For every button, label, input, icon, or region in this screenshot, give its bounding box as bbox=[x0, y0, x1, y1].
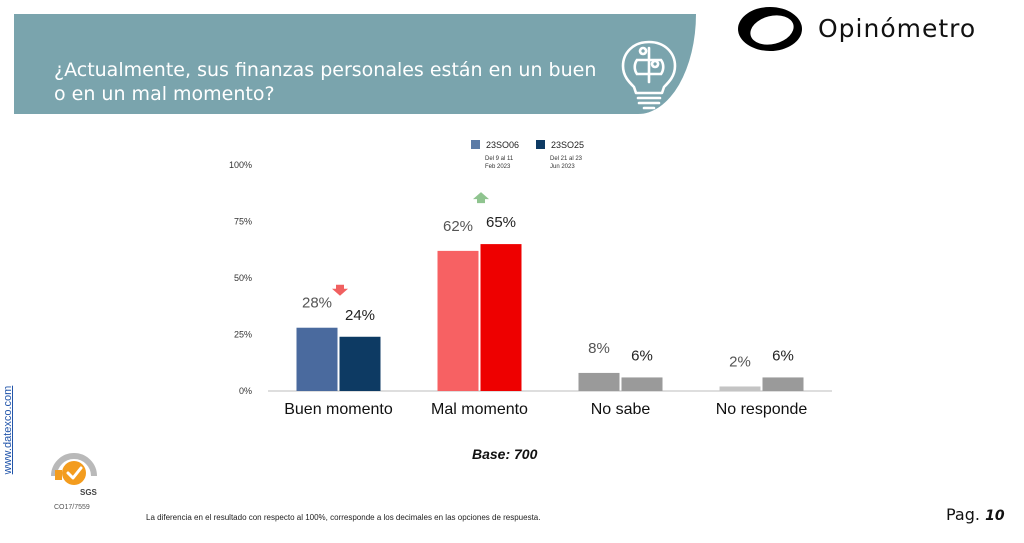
page-prefix: Pag. bbox=[946, 505, 980, 524]
legend-subtitle-23so25: Jun 2023 bbox=[550, 164, 575, 170]
bar-no-responde-23so25 bbox=[762, 377, 804, 391]
lightbulb-puzzle-icon bbox=[621, 40, 677, 110]
legend-subtitle-23so25: Del 21 al 23 bbox=[550, 156, 583, 162]
bar-no-sabe-23so06 bbox=[578, 372, 620, 391]
certification-code: CO17/7559 bbox=[54, 504, 90, 511]
bar-no-responde-23so06 bbox=[719, 386, 761, 391]
data-label-23so25: 24% bbox=[345, 307, 375, 324]
up-arrow-icon bbox=[473, 192, 489, 204]
brand-logo: Opinómetro bbox=[736, 4, 1006, 52]
page-number-value: 10 bbox=[985, 508, 1005, 524]
bar-mal-momento-23so25 bbox=[480, 244, 522, 391]
y-tick-label: 50% bbox=[234, 273, 252, 283]
footnote: La diferencia en el resultado con respec… bbox=[146, 513, 541, 522]
data-label-23so06: 28% bbox=[302, 295, 332, 312]
bar-mal-momento-23so06 bbox=[437, 250, 479, 391]
x-tick-label: No sabe bbox=[591, 401, 651, 418]
data-label-23so06: 62% bbox=[443, 218, 473, 235]
legend-label-23so25: 23SO25 bbox=[551, 140, 584, 150]
legend-swatch-23so25 bbox=[536, 140, 545, 149]
y-tick-label: 75% bbox=[234, 217, 252, 227]
legend-label-23so06: 23SO06 bbox=[486, 140, 519, 150]
sgs-certification-seal: SGS bbox=[51, 453, 98, 497]
base-label: Base: 700 bbox=[472, 446, 538, 462]
data-label-23so25: 6% bbox=[631, 347, 653, 364]
page-number: Pag. 10 bbox=[946, 505, 1005, 524]
data-label-23so25: 65% bbox=[486, 214, 516, 231]
header-banner: ¿Actualmente, sus finanzas personales es… bbox=[14, 14, 696, 114]
down-arrow-icon bbox=[332, 284, 348, 296]
legend-subtitle-23so06: Del 9 al 11 bbox=[485, 156, 514, 162]
x-tick-label: Buen momento bbox=[284, 401, 393, 418]
bar-buen-momento-23so25 bbox=[339, 336, 381, 391]
sgs-text: SGS bbox=[80, 488, 98, 497]
y-tick-label: 0% bbox=[239, 386, 252, 396]
y-tick-label: 100% bbox=[229, 160, 252, 170]
y-tick-label: 25% bbox=[234, 330, 252, 340]
legend-swatch-23so06 bbox=[471, 140, 480, 149]
x-tick-label: No responde bbox=[716, 401, 808, 418]
data-label-23so25: 6% bbox=[772, 347, 794, 364]
opinometro-logo bbox=[738, 7, 802, 51]
data-label-23so06: 8% bbox=[588, 340, 610, 357]
x-tick-label: Mal momento bbox=[431, 401, 528, 418]
bar-buen-momento-23so06 bbox=[296, 327, 338, 391]
brand-name: Opinómetro bbox=[818, 14, 977, 43]
bar-no-sabe-23so25 bbox=[621, 377, 663, 391]
data-label-23so06: 2% bbox=[729, 353, 751, 370]
website-link[interactable]: www.datexco.com bbox=[2, 385, 14, 475]
legend-subtitle-23so06: Feb 2023 bbox=[485, 164, 511, 170]
question-title: ¿Actualmente, sus finanzas personales es… bbox=[54, 59, 597, 105]
